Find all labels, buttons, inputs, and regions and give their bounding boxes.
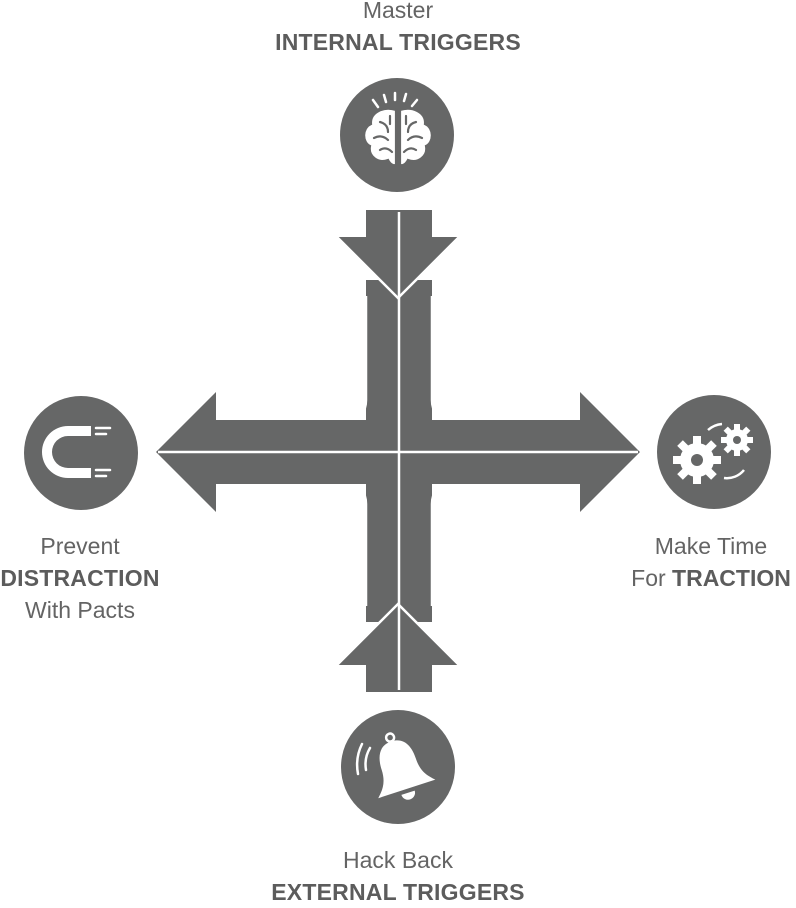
label-for: For bbox=[631, 565, 672, 591]
label-distraction: Prevent DISTRACTION With Pacts bbox=[0, 530, 160, 626]
white-guide-lines bbox=[158, 212, 638, 690]
label-traction-title: TRACTION bbox=[672, 565, 791, 591]
label-hack-back: Hack Back bbox=[248, 844, 548, 876]
right-circle bbox=[657, 395, 771, 509]
label-for-traction: For TRACTION bbox=[626, 562, 796, 594]
label-internal-triggers-title: INTERNAL TRIGGERS bbox=[248, 26, 548, 58]
label-traction: Make Time For TRACTION bbox=[626, 530, 796, 594]
label-internal-triggers: Master INTERNAL TRIGGERS bbox=[248, 0, 548, 58]
label-external-triggers-title: EXTERNAL TRIGGERS bbox=[248, 876, 548, 908]
left-circle bbox=[24, 396, 138, 510]
label-with-pacts: With Pacts bbox=[0, 594, 160, 626]
label-distraction-title: DISTRACTION bbox=[0, 562, 160, 594]
label-external-triggers: Hack Back EXTERNAL TRIGGERS bbox=[248, 844, 548, 908]
label-prevent: Prevent bbox=[0, 530, 160, 562]
label-master: Master bbox=[248, 0, 548, 26]
label-make-time: Make Time bbox=[626, 530, 796, 562]
